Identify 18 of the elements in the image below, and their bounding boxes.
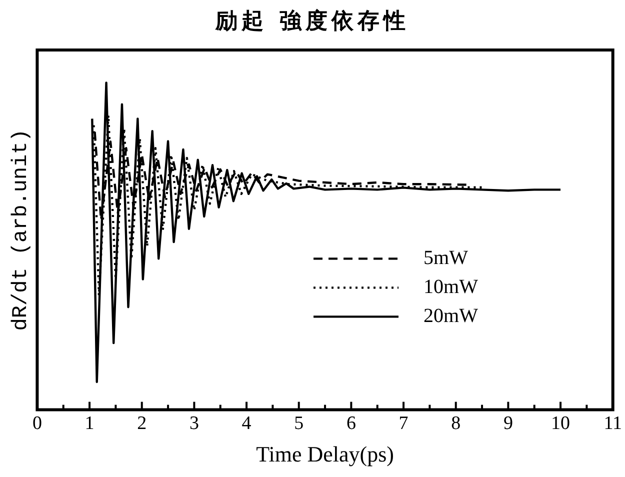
x-tick-label: 9 bbox=[503, 413, 513, 434]
legend-label: 5mW bbox=[424, 246, 468, 269]
x-tick-label: 2 bbox=[137, 413, 147, 434]
chart-title: 励起 強度依存性 bbox=[214, 8, 410, 36]
x-tick-label: 7 bbox=[398, 413, 408, 434]
legend-label: 20mW bbox=[424, 304, 478, 327]
x-tick-label: 6 bbox=[346, 413, 356, 434]
x-tick-label: 0 bbox=[32, 413, 42, 434]
x-tick-label: 3 bbox=[189, 413, 199, 434]
legend-label: 10mW bbox=[424, 276, 478, 298]
x-tick-label: 4 bbox=[242, 413, 252, 434]
x-tick-label: 10 bbox=[551, 413, 570, 434]
x-axis-title: Time Delay(ps) bbox=[256, 442, 394, 467]
x-tick-label: 5 bbox=[294, 413, 304, 434]
x-tick-label: 1 bbox=[84, 413, 94, 434]
x-tick-label: 8 bbox=[451, 413, 461, 434]
y-axis-title: dR/dt (arb.unit) bbox=[10, 129, 34, 331]
x-tick-label: 11 bbox=[604, 413, 622, 434]
